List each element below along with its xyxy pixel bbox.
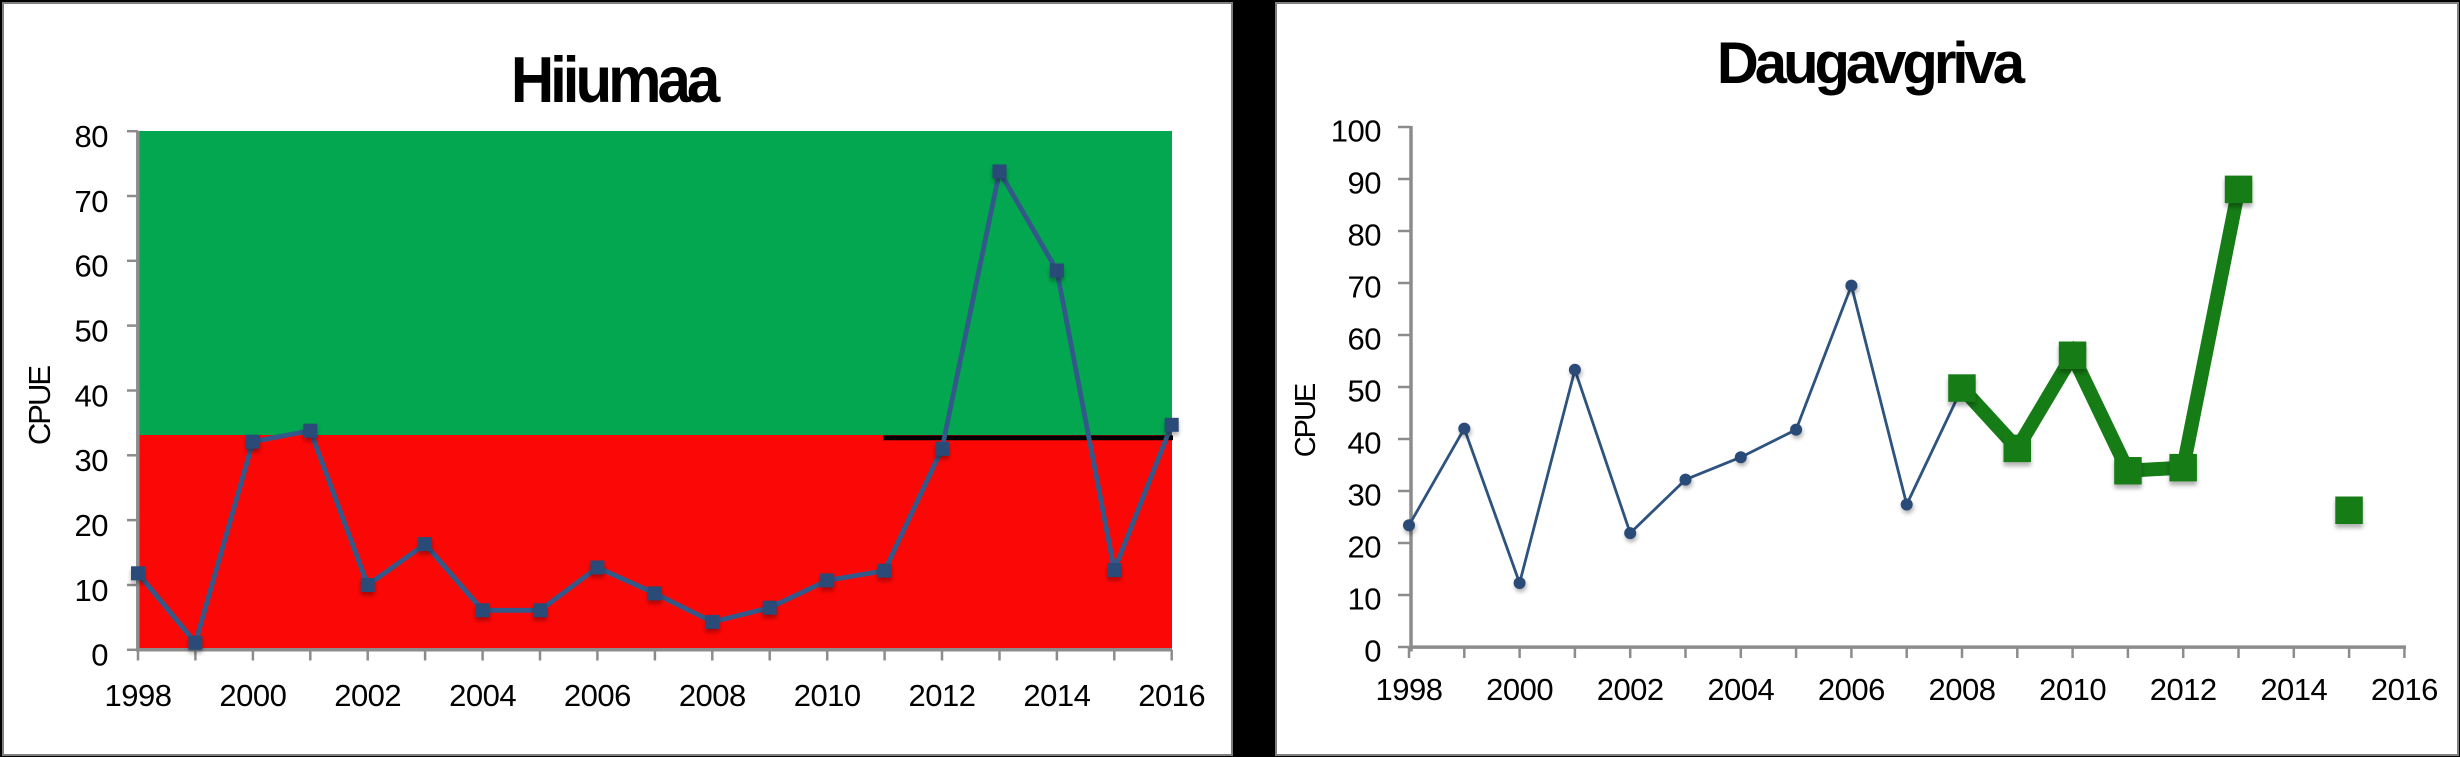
svg-text:30: 30 <box>1348 477 1382 512</box>
svg-text:2004: 2004 <box>449 678 516 713</box>
svg-text:0: 0 <box>91 638 108 673</box>
svg-text:2008: 2008 <box>1929 672 1996 707</box>
svg-text:100: 100 <box>1331 113 1381 148</box>
svg-text:20: 20 <box>1348 529 1382 564</box>
svg-text:2004: 2004 <box>1707 672 1774 707</box>
svg-text:2016: 2016 <box>1138 678 1205 713</box>
svg-text:50: 50 <box>1348 373 1382 408</box>
svg-text:70: 70 <box>75 184 109 219</box>
svg-text:1998: 1998 <box>1376 672 1443 707</box>
svg-text:2006: 2006 <box>564 678 631 713</box>
svg-text:2010: 2010 <box>2039 672 2106 707</box>
svg-text:2000: 2000 <box>219 678 286 713</box>
svg-text:10: 10 <box>75 573 109 608</box>
svg-text:40: 40 <box>75 378 109 413</box>
svg-text:90: 90 <box>1348 165 1382 200</box>
svg-text:Hiiumaa: Hiiumaa <box>511 44 721 117</box>
svg-text:0: 0 <box>1364 633 1381 668</box>
svg-text:80: 80 <box>75 119 109 154</box>
svg-text:80: 80 <box>1348 217 1382 252</box>
svg-text:2014: 2014 <box>2260 672 2327 707</box>
svg-text:2002: 2002 <box>334 678 401 713</box>
svg-text:CPUE: CPUE <box>1290 383 1322 457</box>
svg-text:2010: 2010 <box>794 678 861 713</box>
svg-text:2008: 2008 <box>679 678 746 713</box>
svg-text:40: 40 <box>1348 425 1382 460</box>
svg-text:60: 60 <box>75 249 109 284</box>
svg-text:Daugavgriva: Daugavgriva <box>1717 31 2026 96</box>
svg-text:2006: 2006 <box>1818 672 1885 707</box>
svg-text:30: 30 <box>75 443 109 478</box>
svg-text:2014: 2014 <box>1023 678 1090 713</box>
svg-text:10: 10 <box>1348 581 1382 616</box>
svg-text:2016: 2016 <box>2371 672 2438 707</box>
svg-text:50: 50 <box>75 313 109 348</box>
svg-text:2012: 2012 <box>909 678 976 713</box>
svg-text:70: 70 <box>1348 269 1382 304</box>
svg-text:CPUE: CPUE <box>22 366 57 445</box>
svg-text:60: 60 <box>1348 321 1382 356</box>
svg-text:2012: 2012 <box>2150 672 2217 707</box>
svg-text:2002: 2002 <box>1597 672 1664 707</box>
svg-text:1998: 1998 <box>105 678 172 713</box>
svg-text:2000: 2000 <box>1486 672 1553 707</box>
svg-text:20: 20 <box>75 508 109 543</box>
